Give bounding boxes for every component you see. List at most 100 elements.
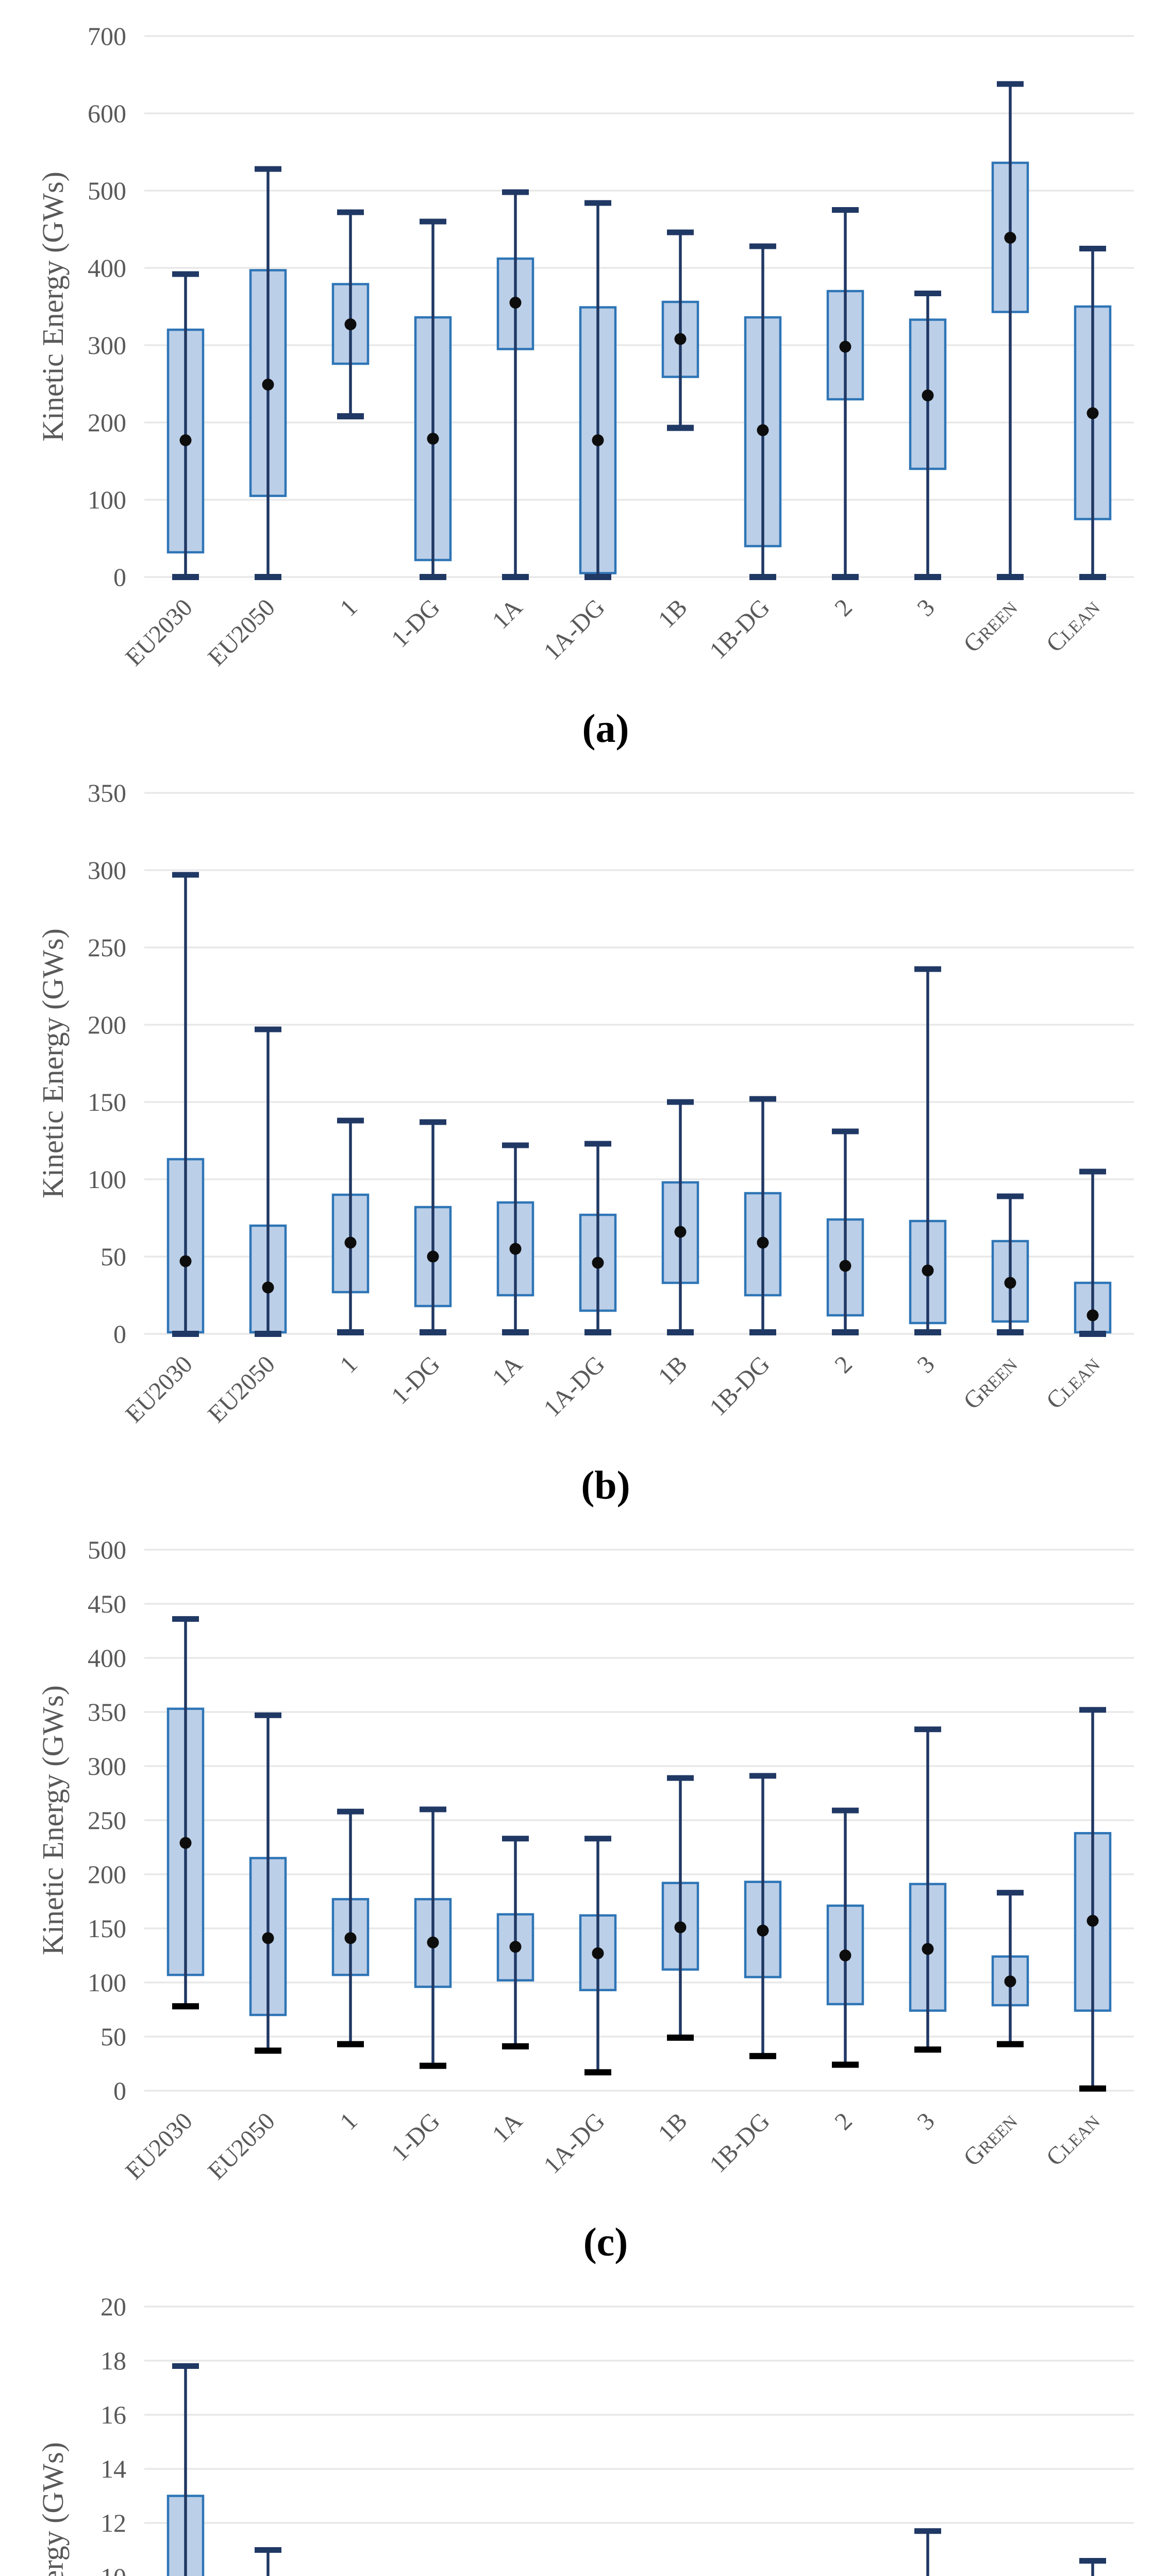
panel-caption: (a) [582,706,629,751]
y-tick-labels: 02468101214161820 [101,2292,126,2576]
y-tick-label: 450 [88,1589,126,1618]
y-axis-title: Kinetic Energy (GWs) [36,928,70,1198]
box-plot-1 [331,1117,370,1335]
mean-dot [179,1255,192,1267]
mean-dot [509,1243,522,1255]
mean-dot [427,1936,439,1948]
mean-dot [592,1257,604,1269]
whisker-cap-min [914,1329,941,1335]
whisker-cap-max [255,2547,281,2553]
y-axis-title: Kinetic Energy (GWs) [36,2442,70,2576]
box-plot-1-DG [414,1806,452,2069]
mean-dot [262,379,274,391]
box-plot-EU2050 [249,166,287,580]
box-plot-Clean [1079,2558,1106,2576]
whisker-cap-max [667,1775,694,1781]
box-plot-3 [914,2528,941,2576]
box-plot-1B-DG [744,1773,782,2059]
panel-caption: (b) [581,1463,630,1507]
whisker-cap-min [420,1329,446,1335]
whisker-cap-min [502,2043,529,2049]
box-plot-EU2030 [166,2363,205,2576]
mean-dot [179,1837,192,1849]
category-label-1B-DG: 1B-DG [704,2107,775,2178]
whisker-cap-min [584,574,611,580]
category-label-3: 3 [912,2107,940,2135]
whisker-cap-max [502,1142,529,1148]
whisker-cap-max [172,1616,199,1622]
category-label-1A-DG: 1A-DG [538,594,610,665]
whisker-cap-min [1079,574,1106,580]
mean-dot [344,1932,357,1944]
y-tick-label: 350 [88,1698,126,1726]
boxplot-svg-d: 02468101214161820Kinetic Energy (GWs)EU2… [36,2292,1134,2576]
category-label-1-DG: 1-DG [386,2107,445,2166]
y-tick-label: 200 [88,1010,126,1039]
whisker-cap-max [914,291,941,296]
box-plot-Clean [1074,246,1112,580]
y-axis-title: Kinetic Energy (GWs) [36,172,70,442]
whisker-cap-max [502,1836,529,1842]
mean-dot [427,433,439,445]
whisker-cap-min [667,425,694,431]
whisker-cap-min [749,2053,776,2059]
whisker-cap-max [667,229,694,235]
category-label-2: 2 [829,2107,857,2135]
whisker-cap-min [502,1329,529,1335]
box-plot-1A [496,1142,534,1335]
chart-panel-c: 0 50 100 150 200 250 300 350 400 450 500 Kinetic En… [0,1514,1170,2270]
box-plot-1 [331,209,370,419]
y-tick-labels: 0 50 100 150 200 250 300 350 [88,778,126,1348]
category-label-EU2050: EU2050 [203,1350,280,1428]
whisker-cap-max [420,1119,446,1125]
box-plot-1 [331,1808,370,2047]
box-plot-2 [826,207,864,580]
whisker-cap-max [337,1808,364,1815]
whisker-cap-max [997,1890,1024,1896]
boxplot-svg-b: 0 50 100 150 200 250 300 350 Kinetic Energy (GWs… [36,778,1134,1507]
boxplot-svg-a: 0 100 200 300 400 500 600 700 Kinetic Energy (GW… [36,22,1134,751]
y-tick-label: 250 [88,1806,126,1835]
y-tick-label: 0 [113,563,126,591]
whisker-cap-max [832,1807,859,1814]
whisker-cap-max [749,1773,776,1779]
mean-dot [262,1932,274,1944]
box-plot-1A-DG [579,1836,617,2076]
whisker-cap-max [255,1026,281,1032]
y-tick-label: 16 [101,2400,126,2429]
y-tick-label: 500 [88,1535,126,1564]
panel-caption: (c) [583,2219,628,2264]
category-label-2: 2 [829,1350,857,1378]
whisker-cap-min [584,2069,611,2076]
y-tick-label: 100 [88,1968,126,1997]
box-plot-1B [661,1775,699,2041]
whisker-cap-min [255,574,281,580]
category-label-1A: 1A [487,594,528,634]
boxplot-svg-c: 0 50 100 150 200 250 300 350 400 450 500 Kinetic En… [36,1535,1134,2264]
box-plot-Green [991,1890,1029,2047]
category-label-1B: 1B [653,2107,693,2147]
y-tick-label: 500 [88,176,126,205]
category-label-2: 2 [829,594,857,621]
category-label-EU2030: EU2030 [120,1350,198,1428]
whisker-cap-min [997,1329,1024,1335]
whisker-cap-min [502,574,529,580]
whisker-cap-max [420,218,446,225]
category-label-3: 3 [912,1350,940,1378]
whisker-cap-max [584,1836,611,1842]
box-plot-Green [991,1193,1029,1335]
box-plot-1-DG [414,218,452,580]
category-label-EU2050: EU2050 [203,594,280,671]
whisker-cap-max [172,872,199,878]
y-tick-label: 300 [88,856,126,885]
mean-dot [509,1941,522,1953]
y-tick-label: 18 [101,2346,126,2375]
y-tick-label: 10 [101,2563,126,2576]
y-tick-label: 250 [88,933,126,962]
whisker-cap-max [255,1712,281,1718]
whisker-cap-min [832,2061,859,2068]
whisker-cap-min [172,1331,199,1337]
box-plot-1A [496,189,534,580]
box-plot-EU2030 [166,1616,205,2010]
whisker-cap-max [255,166,281,172]
